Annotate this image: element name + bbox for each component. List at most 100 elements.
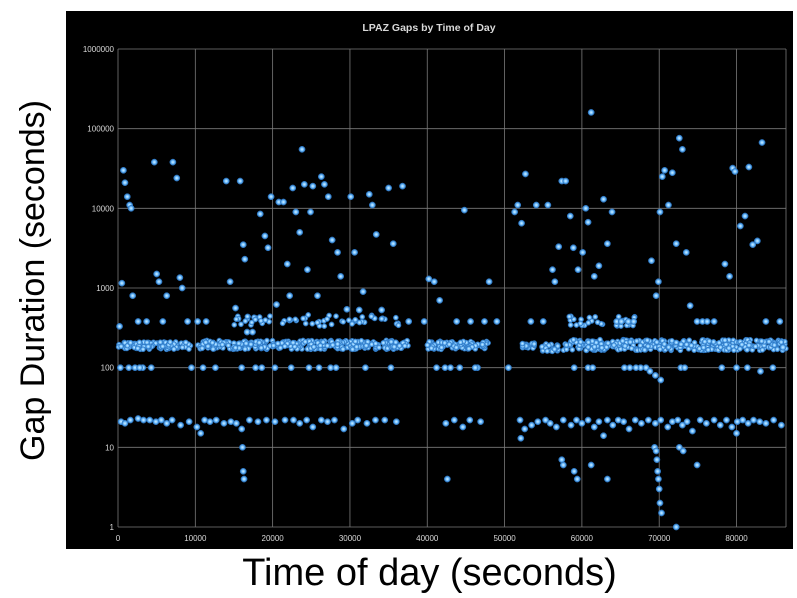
data-point: [754, 237, 761, 245]
data-point: [238, 425, 246, 433]
data-point: [757, 367, 764, 375]
data-point: [238, 364, 246, 372]
data-point: [672, 240, 680, 248]
data-point: [116, 364, 124, 372]
band-marker: [281, 343, 288, 350]
plot-area: LPAZ Gaps by Time of Day 1 10 100 1000 10000…: [66, 11, 793, 549]
data-point: [559, 416, 567, 424]
data-point: [239, 467, 247, 475]
data-point: [762, 420, 770, 427]
data-point: [546, 420, 554, 427]
data-point: [281, 416, 289, 424]
data-point: [718, 364, 726, 372]
x-tick-label: 20000: [262, 534, 285, 543]
data-point: [745, 163, 753, 171]
data-point: [355, 306, 363, 314]
data-point: [337, 273, 345, 280]
band-marker: [183, 339, 189, 346]
data-point: [173, 174, 181, 182]
data-point: [604, 475, 611, 483]
band-marker: [544, 348, 550, 354]
data-point: [178, 284, 186, 292]
data-point: [743, 364, 751, 372]
data-point: [212, 416, 220, 424]
data-point: [710, 416, 718, 424]
data-point: [163, 292, 171, 300]
data-point: [471, 364, 479, 372]
band-marker: [314, 319, 321, 326]
band-marker: [688, 342, 695, 349]
data-point: [514, 201, 522, 209]
band-marker: [202, 339, 209, 346]
band-marker: [567, 322, 574, 328]
data-point: [681, 364, 689, 372]
data-point: [686, 302, 694, 310]
data-point: [544, 201, 552, 209]
data-point: [240, 475, 248, 483]
data-point: [123, 193, 131, 201]
data-point: [590, 423, 598, 431]
data-point: [425, 275, 433, 283]
x-axis-title: Time of day (seconds): [242, 552, 617, 594]
data-point: [188, 364, 195, 372]
data-point: [679, 447, 687, 455]
band-marker: [628, 345, 635, 352]
band-marker: [248, 341, 254, 348]
data-point: [372, 416, 379, 424]
data-point: [340, 425, 348, 433]
data-point: [528, 421, 535, 429]
data-point: [436, 296, 443, 304]
band-marker: [243, 340, 249, 347]
data-point: [334, 249, 341, 256]
band-marker: [256, 339, 263, 346]
data-point: [450, 416, 458, 424]
data-point: [116, 323, 123, 330]
data-point: [226, 278, 234, 286]
data-point: [595, 262, 603, 270]
data-point: [655, 485, 663, 493]
band-marker: [279, 320, 286, 327]
data-point: [271, 364, 279, 372]
data-point: [163, 420, 171, 427]
data-point: [566, 212, 574, 220]
data-point: [578, 420, 586, 427]
data-point: [651, 372, 659, 379]
data-point: [750, 416, 757, 424]
band-marker: [746, 342, 752, 349]
data-point: [609, 421, 617, 429]
data-point: [726, 273, 733, 280]
band-marker: [159, 343, 166, 350]
data-point: [654, 467, 662, 475]
data-point: [239, 241, 247, 249]
band-marker: [657, 346, 663, 353]
band-marker: [340, 319, 346, 325]
data-point: [280, 198, 287, 206]
band-marker: [127, 339, 134, 346]
data-point: [261, 232, 269, 240]
data-point: [604, 416, 611, 424]
data-point: [304, 266, 311, 273]
band-marker: [219, 341, 226, 348]
data-point: [626, 364, 634, 372]
data-point: [651, 420, 659, 427]
band-marker: [334, 341, 341, 347]
data-point: [264, 244, 272, 252]
data-point: [570, 467, 578, 475]
data-point: [570, 364, 578, 372]
data-point: [674, 416, 682, 424]
data-point: [292, 208, 300, 216]
data-point: [343, 305, 351, 313]
data-point: [184, 318, 191, 325]
data-point: [733, 364, 740, 372]
band-marker: [225, 342, 232, 349]
band-marker: [286, 316, 293, 323]
data-point: [653, 456, 661, 464]
band-marker: [262, 317, 269, 323]
band-marker: [731, 347, 737, 354]
data-point: [378, 306, 385, 314]
band-marker: [722, 337, 728, 344]
data-point: [756, 418, 764, 426]
band-marker: [199, 345, 205, 352]
data-point: [177, 421, 184, 429]
band-marker: [701, 338, 708, 345]
